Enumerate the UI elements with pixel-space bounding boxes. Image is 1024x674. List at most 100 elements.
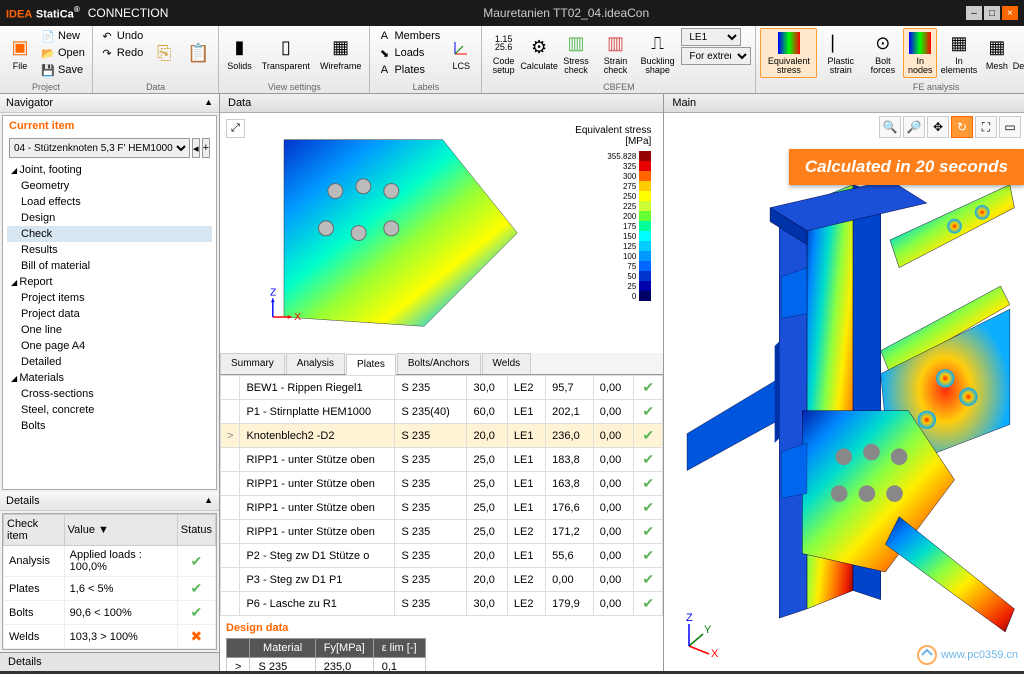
mesh-button[interactable]: ▦Mesh	[981, 28, 1013, 78]
tree-item[interactable]: Project data	[7, 306, 212, 322]
svg-text:Z: Z	[270, 288, 276, 299]
loads-toggle[interactable]: ⬊Loads	[374, 45, 443, 61]
dropdown-add-button[interactable]: +	[202, 138, 210, 158]
close-button[interactable]: ×	[1002, 6, 1018, 20]
plates-toggle[interactable]: APlates	[374, 62, 443, 78]
maximize-button[interactable]: □	[984, 6, 1000, 20]
zoom-out-button[interactable]: 🔎	[903, 116, 925, 138]
table-row[interactable]: RIPP1 - unter Stütze obenS 23525,0LE1163…	[221, 472, 663, 496]
tree-item[interactable]: One page A4	[7, 338, 212, 354]
new-button[interactable]: 📄New	[38, 28, 88, 44]
plastic-strain-button[interactable]: ⎸Plastic strain	[819, 28, 862, 78]
contour-plot: X Z	[228, 121, 545, 345]
table-row[interactable]: P6 - Lasche zu R1S 23530,0LE2179,90,00✔	[221, 592, 663, 616]
main-panel: Main 🔍 🔎 ✥ ↻ ⛶ ▭ Calculated in 20 second…	[664, 94, 1024, 671]
tab-analysis[interactable]: Analysis	[286, 353, 345, 374]
code-setup-button[interactable]: 1.1525.6Code setup	[486, 28, 521, 78]
svg-text:Y: Y	[704, 624, 712, 636]
file-button[interactable]: ▣ File	[4, 28, 36, 78]
lcs-button[interactable]: LCS	[445, 28, 477, 78]
tree-item[interactable]: Results	[7, 242, 212, 258]
table-row[interactable]: RIPP1 - unter Stütze obenS 23525,0LE2171…	[221, 520, 663, 544]
table-row[interactable]: >Knotenblech2 -D2S 23520,0LE1236,00,00✔	[221, 424, 663, 448]
tree-item[interactable]: Design	[7, 210, 212, 226]
extreme-select[interactable]: For extreme	[681, 47, 751, 65]
svg-text:X: X	[294, 312, 301, 323]
paste-icon: 📋	[186, 41, 210, 65]
pan-button[interactable]: ✥	[927, 116, 949, 138]
svg-text:Z: Z	[686, 612, 693, 624]
table-row[interactable]: BEW1 - Rippen Riegel1S 23530,0LE295,70,0…	[221, 376, 663, 400]
table-row[interactable]: RIPP1 - unter Stütze obenS 23525,0LE1176…	[221, 496, 663, 520]
brand-statica: StatiCa	[36, 9, 74, 21]
redo-button[interactable]: ↷Redo	[97, 45, 146, 61]
in-nodes-button[interactable]: In nodes	[903, 28, 937, 78]
tree-item[interactable]: Joint, footing	[7, 162, 212, 178]
details-table: Check item Value ▼ Status AnalysisApplie…	[3, 514, 216, 649]
tree-item[interactable]: Project items	[7, 290, 212, 306]
expand-icon[interactable]: ⤢	[226, 119, 245, 138]
copy-icon: ⎘	[152, 41, 176, 65]
tab-welds[interactable]: Welds	[482, 353, 532, 374]
wireframe-button[interactable]: ▦Wireframe	[316, 28, 366, 78]
table-row[interactable]: RIPP1 - unter Stütze obenS 23525,0LE1183…	[221, 448, 663, 472]
tree-item[interactable]: Geometry	[7, 178, 212, 194]
tree-item[interactable]: Materials	[7, 370, 212, 386]
solids-button[interactable]: ▮Solids	[223, 28, 256, 78]
error-icon: ✖	[191, 628, 203, 644]
tree-item[interactable]: Check	[7, 226, 212, 242]
new-icon: 📄	[41, 29, 55, 43]
tree-item[interactable]: Bill of material	[7, 258, 212, 274]
fit-button[interactable]: ⛶	[975, 116, 997, 138]
eq-stress-button[interactable]: Equivalent stress	[760, 28, 817, 78]
undo-button[interactable]: ↶Undo	[97, 28, 146, 44]
minimize-button[interactable]: –	[966, 6, 982, 20]
nodes-icon	[908, 31, 932, 55]
paste-button[interactable]: 📋	[182, 28, 214, 78]
buckling-button[interactable]: ⎍Buckling shape	[636, 28, 680, 78]
load-case-select[interactable]: LE1	[681, 28, 741, 46]
tree-item[interactable]: Detailed	[7, 354, 212, 370]
save-button[interactable]: 💾Save	[38, 62, 88, 78]
check-icon: ✔	[642, 547, 654, 563]
details-footer: Details	[0, 652, 219, 671]
tree-item[interactable]: Load effects	[7, 194, 212, 210]
current-item-select[interactable]: 04 - Stützenknoten 5,3 F' HEM1000	[9, 138, 190, 158]
check-icon: ✔	[642, 571, 654, 587]
stress-check-button[interactable]: ▥Stress check	[557, 28, 595, 78]
copy-button[interactable]: ⎘	[148, 28, 180, 78]
table-row[interactable]: P1 - Stirnplatte HEM1000S 235(40)60,0LE1…	[221, 400, 663, 424]
open-button[interactable]: 📂Open	[38, 45, 88, 61]
eq-stress-icon	[777, 31, 801, 55]
rotate-button[interactable]: ↻	[951, 116, 973, 138]
zoom-in-button[interactable]: 🔍	[879, 116, 901, 138]
tab-plates[interactable]: Plates	[346, 354, 396, 375]
tree-item[interactable]: Bolts	[7, 418, 212, 434]
tab-bolts-anchors[interactable]: Bolts/Anchors	[397, 353, 481, 374]
strain-check-icon: ▥	[603, 31, 627, 55]
filter-icon[interactable]: ▼	[98, 524, 109, 536]
deformed-button[interactable]: ⎍Deformed	[1015, 28, 1024, 78]
strain-check-button[interactable]: ▥Strain check	[597, 28, 634, 78]
tree-item[interactable]: Cross-sections	[7, 386, 212, 402]
wireframe-icon: ▦	[329, 36, 353, 60]
bolt-forces-button[interactable]: ⊙Bolt forces	[864, 28, 901, 78]
tree-item[interactable]: Report	[7, 274, 212, 290]
main-3d-view[interactable]: Calculated in 20 seconds	[664, 141, 1024, 671]
in-elements-button[interactable]: ▦In elements	[939, 28, 979, 78]
view-button[interactable]: ▭	[999, 116, 1021, 138]
details-header: Details▲	[0, 492, 219, 511]
calculate-button[interactable]: ⚙Calculate	[523, 28, 555, 78]
tree-item[interactable]: One line	[7, 322, 212, 338]
design-row: >S 235235,00,1	[227, 658, 426, 672]
dropdown-prev-button[interactable]: ◂	[192, 138, 200, 158]
transparent-button[interactable]: ▯Transparent	[258, 28, 314, 78]
axis-triad: X Y Z	[674, 611, 724, 661]
members-toggle[interactable]: AMembers	[374, 28, 443, 44]
details-row: Bolts90,6 < 100%✔	[4, 601, 216, 625]
tab-summary[interactable]: Summary	[220, 353, 285, 374]
stress-chart: ⤢ X Z Equivalent stress [MPa] 355.828325…	[220, 113, 663, 353]
table-row[interactable]: P3 - Steg zw D1 P1S 23520,0LE20,000,00✔	[221, 568, 663, 592]
table-row[interactable]: P2 - Steg zw D1 Stütze oS 23520,0LE155,6…	[221, 544, 663, 568]
tree-item[interactable]: Steel, concrete	[7, 402, 212, 418]
